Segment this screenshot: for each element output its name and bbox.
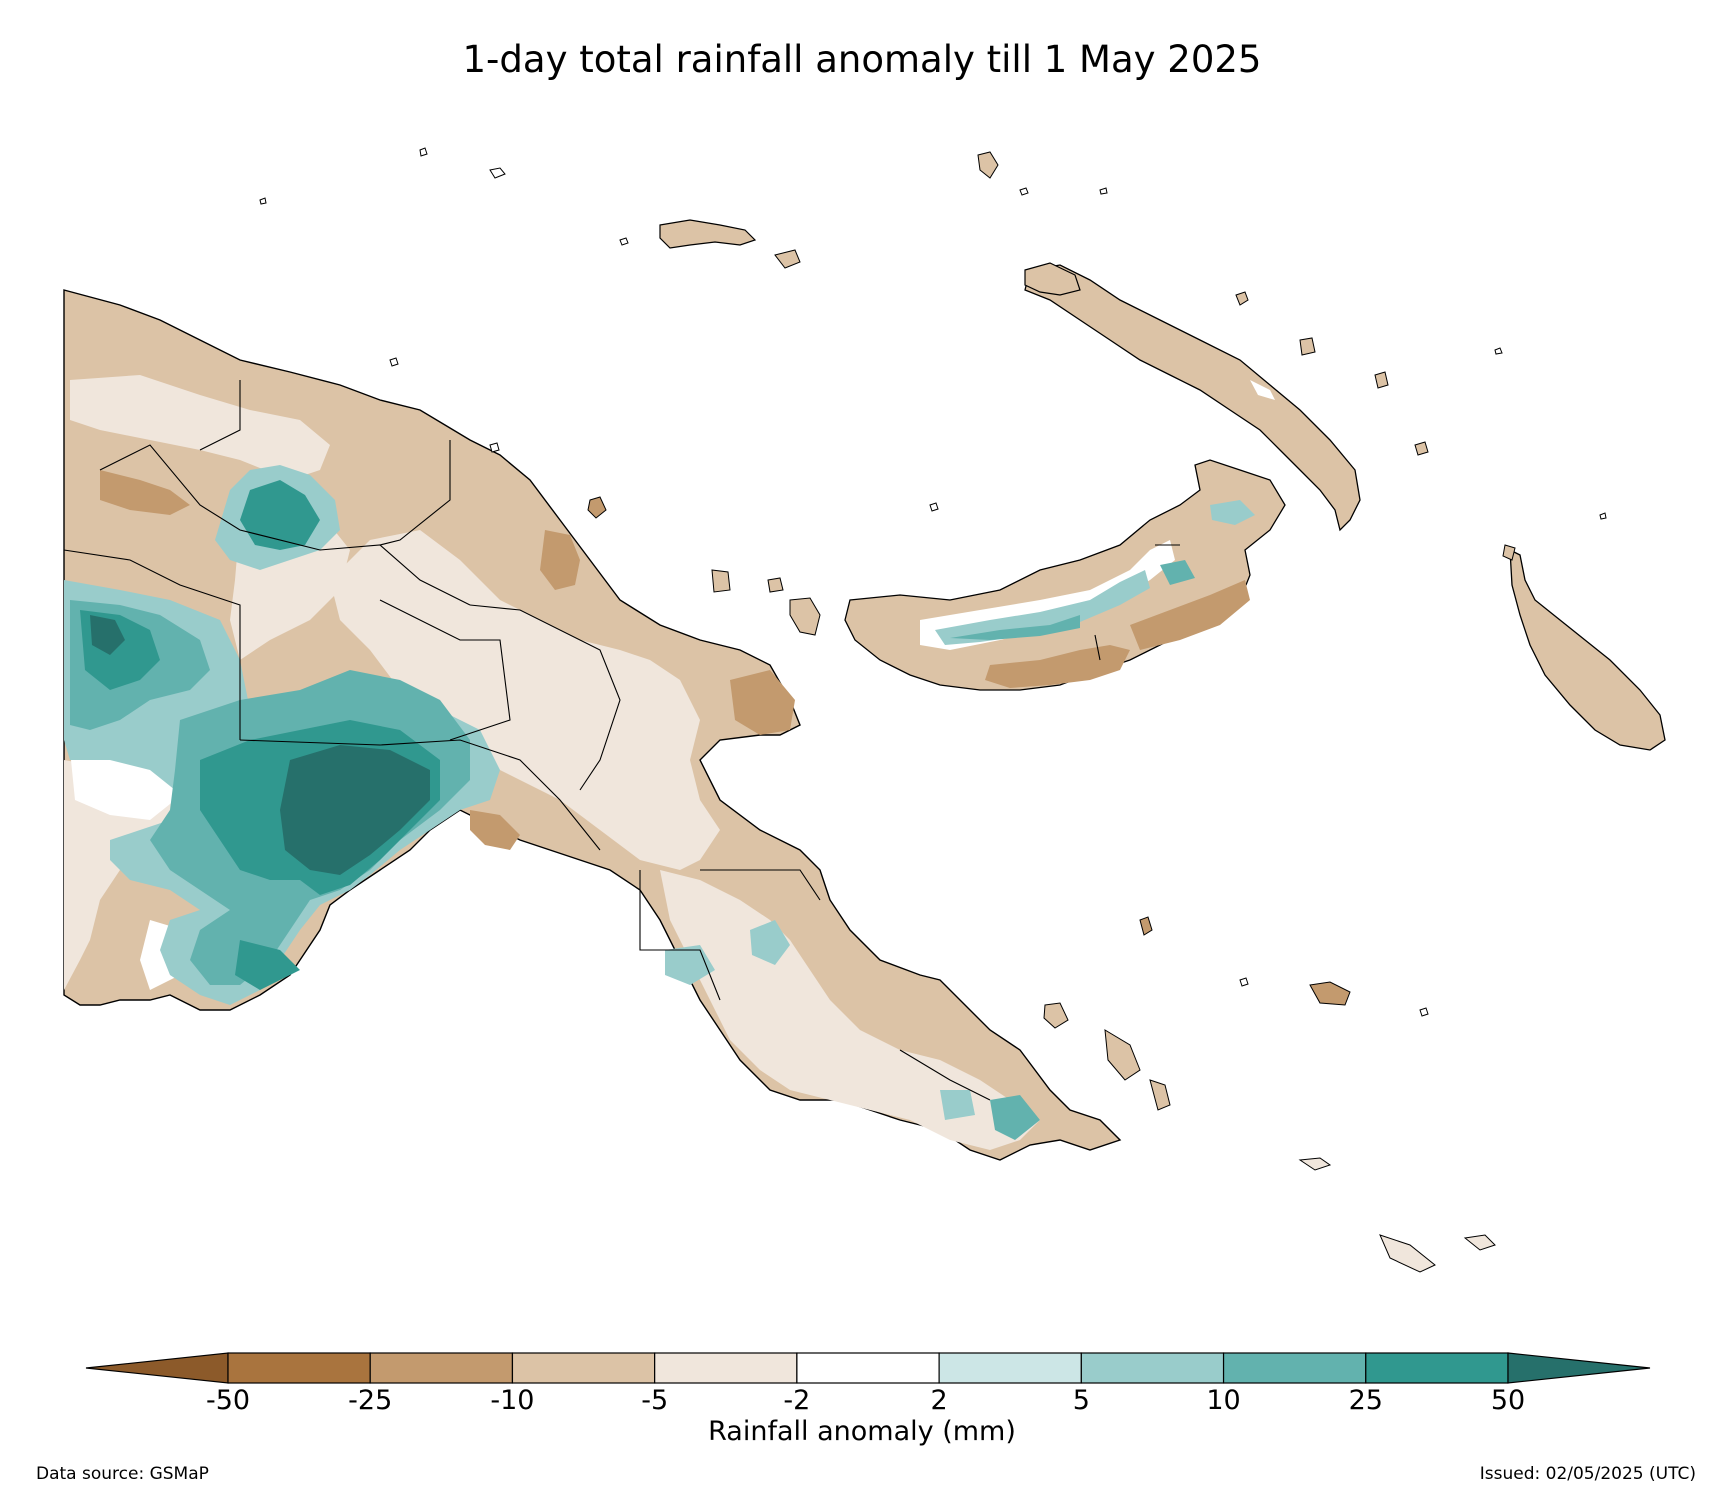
colorbar-bin xyxy=(796,1352,940,1384)
colorbar-extend-max xyxy=(1507,1352,1651,1384)
mainland-wet-extreme xyxy=(90,615,430,875)
new-ireland-island xyxy=(1024,262,1361,532)
colorbar-bin xyxy=(1365,1352,1509,1384)
colorbar-bin xyxy=(369,1352,514,1384)
colorbar-tick-label: -5 xyxy=(641,1385,669,1416)
new-britain-wet-core xyxy=(950,560,1195,640)
colorbar-tick-label: 2 xyxy=(930,1385,948,1416)
issued-date-note: Issued: 02/05/2025 (UTC) xyxy=(1479,1464,1696,1484)
minor-islands xyxy=(259,147,1607,1273)
colorbar-extend-min xyxy=(85,1352,229,1384)
bougainville-island xyxy=(1502,544,1666,751)
mainland-landmass xyxy=(63,289,1122,1161)
province-boundaries xyxy=(63,380,991,1101)
new-britain-wet-north xyxy=(1210,500,1255,525)
colorbar-tick-label: -50 xyxy=(205,1385,251,1416)
colorbar-bin xyxy=(1080,1352,1225,1384)
colorbar-bin xyxy=(1222,1352,1367,1384)
mainland-wet-highland-core xyxy=(240,480,320,550)
data-source-note: Data source: GSMaP xyxy=(36,1464,209,1484)
map-title: 1-day total rainfall anomaly till 1 May … xyxy=(462,38,1262,81)
new-hanover-island xyxy=(1024,262,1081,296)
mainland-wet-core xyxy=(80,610,440,990)
colorbar-tick-label: -10 xyxy=(490,1385,535,1416)
colorbar-tick-label: 50 xyxy=(1490,1385,1526,1416)
colorbar-tick-label: 5 xyxy=(1072,1385,1090,1416)
colorbar-tick-label: -25 xyxy=(348,1385,393,1416)
colorbar-bin xyxy=(511,1352,656,1384)
new-britain-island xyxy=(844,459,1286,691)
new-britain-south-dark xyxy=(985,580,1250,688)
mainland-wet-patch-4 xyxy=(940,1090,975,1120)
colorbar-bin xyxy=(227,1352,371,1384)
colorbar-bin xyxy=(654,1352,798,1384)
mainland-dark-gulf xyxy=(470,810,520,850)
mainland-pale-north xyxy=(70,375,330,480)
mainland-wet-patch-3 xyxy=(990,1095,1040,1140)
new-britain-wet xyxy=(935,570,1150,645)
colorbar-tick-label: 10 xyxy=(1206,1385,1241,1416)
mainland-dark-northwest xyxy=(100,470,190,515)
new-ireland-base xyxy=(1024,264,1361,532)
colorbar-label: Rainfall anomaly (mm) xyxy=(708,1416,1016,1447)
mainland-pale-central xyxy=(330,530,720,870)
manus-island xyxy=(659,219,801,269)
mainland-dark-sepik xyxy=(540,530,580,590)
mainland-wet-patch-2 xyxy=(750,920,790,965)
colorbar xyxy=(85,1352,1651,1384)
mainland-dark-east xyxy=(730,670,795,735)
colorbar-tick-label: -2 xyxy=(783,1385,811,1416)
new-ireland-white xyxy=(1250,380,1275,400)
colorbar-bin xyxy=(938,1352,1082,1384)
colorbar-tick-label: 25 xyxy=(1348,1385,1383,1416)
